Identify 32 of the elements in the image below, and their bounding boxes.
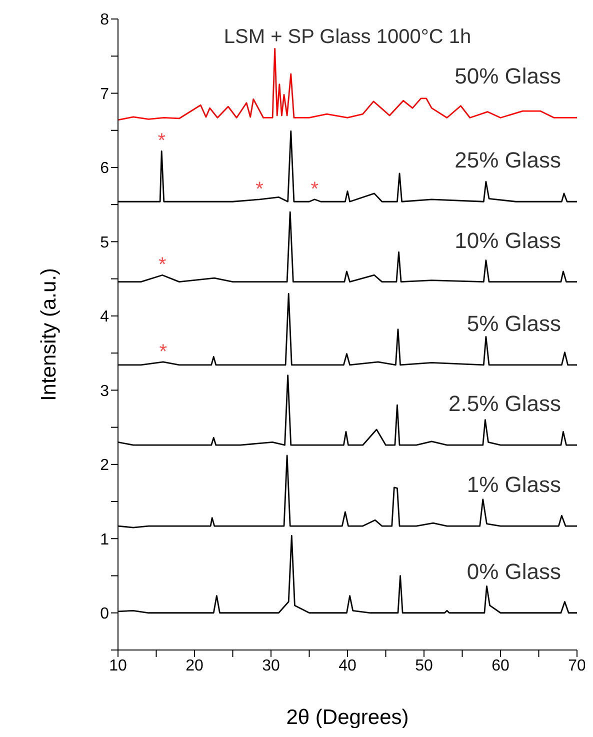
y-tick-label: 4	[100, 308, 110, 326]
x-tick-label: 10	[109, 657, 127, 674]
x-tick-label: 60	[492, 657, 510, 674]
annotation: *	[159, 340, 168, 363]
y-tick-label: 2	[100, 457, 110, 474]
y-tick-label: 1	[100, 531, 110, 548]
annotation: *	[256, 178, 264, 200]
series-label: 2.5% Glass	[448, 391, 561, 416]
y-tick-label: 5	[100, 234, 110, 252]
x-axis-title: 2θ (Degrees)	[286, 706, 409, 729]
x-tick-label: 50	[415, 657, 433, 674]
y-tick-label: 0	[100, 606, 110, 623]
x-tick-label: 30	[262, 657, 280, 674]
y-axis-title: Intensity (a.u.)	[37, 268, 60, 402]
y-tick-label: 6	[100, 160, 110, 178]
chart-title: LSM + SP Glass 1000°C 1h	[224, 26, 472, 48]
x-tick-label: 20	[186, 657, 204, 674]
y-tick-label: 7	[100, 86, 110, 103]
series-label: 50% Glass	[454, 64, 561, 89]
series-label: 1% Glass	[466, 472, 561, 498]
y-tick-label: 3	[100, 382, 110, 400]
annotation: *	[158, 130, 166, 152]
series-label: 0% Glass	[466, 558, 561, 584]
x-tick-label: 70	[568, 657, 586, 674]
y-tick-label: 8	[100, 12, 110, 29]
x-tick-label: 40	[338, 657, 356, 674]
annotation: *	[158, 254, 166, 276]
annotation: *	[310, 178, 319, 200]
series-label: 5% Glass	[466, 310, 561, 336]
line-series	[118, 48, 577, 121]
series-label: 25% Glass	[454, 148, 561, 173]
series-label: 10% Glass	[454, 228, 561, 253]
